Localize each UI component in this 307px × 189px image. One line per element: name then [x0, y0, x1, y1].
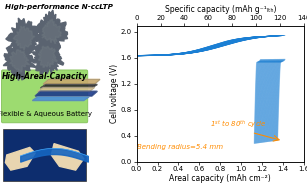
Polygon shape	[43, 79, 100, 84]
Polygon shape	[6, 18, 42, 59]
Text: High-performance N-ccLTP: High-performance N-ccLTP	[6, 4, 113, 10]
Polygon shape	[6, 147, 35, 170]
Polygon shape	[10, 50, 30, 73]
Polygon shape	[42, 19, 61, 44]
Polygon shape	[38, 88, 95, 92]
Polygon shape	[35, 10, 68, 52]
Polygon shape	[51, 144, 84, 170]
Polygon shape	[38, 46, 57, 67]
Text: 1$^{st}$ to 80$^{th}$ cycle: 1$^{st}$ to 80$^{th}$ cycle	[210, 119, 267, 130]
Polygon shape	[33, 97, 89, 101]
Y-axis label: Cell voltage (V): Cell voltage (V)	[110, 64, 119, 123]
Text: High-Areal-Capacity: High-Areal-Capacity	[2, 72, 87, 81]
Polygon shape	[41, 84, 97, 88]
Text: Bending radius=5.4 mm: Bending radius=5.4 mm	[137, 144, 223, 150]
X-axis label: Areal capacity (mAh cm⁻²): Areal capacity (mAh cm⁻²)	[169, 174, 271, 183]
X-axis label: Specific capacity (mAh g⁻¹ₗₜₕ): Specific capacity (mAh g⁻¹ₗₜₕ)	[165, 5, 276, 14]
Polygon shape	[3, 43, 37, 81]
Text: Flexible & Aqueous Battery: Flexible & Aqueous Battery	[0, 111, 92, 117]
Polygon shape	[13, 26, 35, 50]
FancyBboxPatch shape	[1, 70, 88, 123]
Polygon shape	[35, 91, 97, 96]
Polygon shape	[32, 39, 64, 74]
Bar	[3, 129, 87, 181]
